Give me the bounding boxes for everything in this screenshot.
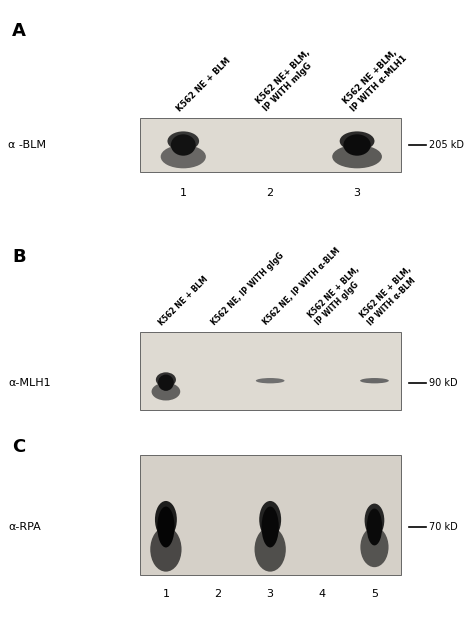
Text: 1: 1 [163,589,169,599]
Ellipse shape [157,506,174,548]
Text: K562 NE + BLM: K562 NE + BLM [157,274,210,327]
Text: K562 NE + BLM: K562 NE + BLM [175,56,232,113]
Ellipse shape [155,501,177,538]
Ellipse shape [167,131,199,151]
Bar [140,332,401,410]
Bar [140,118,401,172]
Ellipse shape [156,372,176,387]
Text: K562 NE, IP WITH gIgG: K562 NE, IP WITH gIgG [210,251,286,327]
Text: α-RPA: α-RPA [8,522,41,532]
Ellipse shape [262,506,279,548]
Text: 205 kD: 205 kD [428,140,464,150]
Text: 1: 1 [180,188,187,198]
Ellipse shape [256,378,284,383]
Text: 5: 5 [371,589,378,599]
Ellipse shape [360,527,389,567]
Ellipse shape [255,527,286,572]
Ellipse shape [161,145,206,168]
Text: 90 kD: 90 kD [428,377,457,387]
Text: 2: 2 [266,188,274,198]
Text: K562 NE +BLM,
IP WITH α-MLH1: K562 NE +BLM, IP WITH α-MLH1 [341,46,409,113]
Text: A: A [12,22,26,40]
Text: 3: 3 [267,589,273,599]
Text: α-MLH1: α-MLH1 [8,377,51,387]
Ellipse shape [152,382,180,401]
Text: K562 NE + BLM,
IP WITH α-BLM: K562 NE + BLM, IP WITH α-BLM [359,265,421,327]
Text: K562 NE, IP WITH α-BLM: K562 NE, IP WITH α-BLM [262,246,343,327]
Ellipse shape [332,145,382,168]
Text: 3: 3 [354,188,361,198]
Ellipse shape [367,508,382,545]
Ellipse shape [360,378,389,383]
Ellipse shape [259,501,281,538]
Text: 70 kD: 70 kD [428,522,457,532]
Text: K562 NE + BLM,
IP WITH gIgG: K562 NE + BLM, IP WITH gIgG [307,265,369,327]
Ellipse shape [340,131,374,151]
Text: 4: 4 [319,589,326,599]
Ellipse shape [150,527,182,572]
Text: 2: 2 [214,589,222,599]
Text: α -BLM: α -BLM [8,140,46,150]
Text: B: B [12,248,26,266]
Ellipse shape [171,135,196,156]
Bar [140,455,401,575]
Ellipse shape [343,135,371,156]
Text: K562 NE+ BLM,
IP WITH mIgG: K562 NE+ BLM, IP WITH mIgG [255,48,319,113]
Ellipse shape [158,374,174,391]
Ellipse shape [365,503,384,537]
Text: C: C [12,438,25,456]
